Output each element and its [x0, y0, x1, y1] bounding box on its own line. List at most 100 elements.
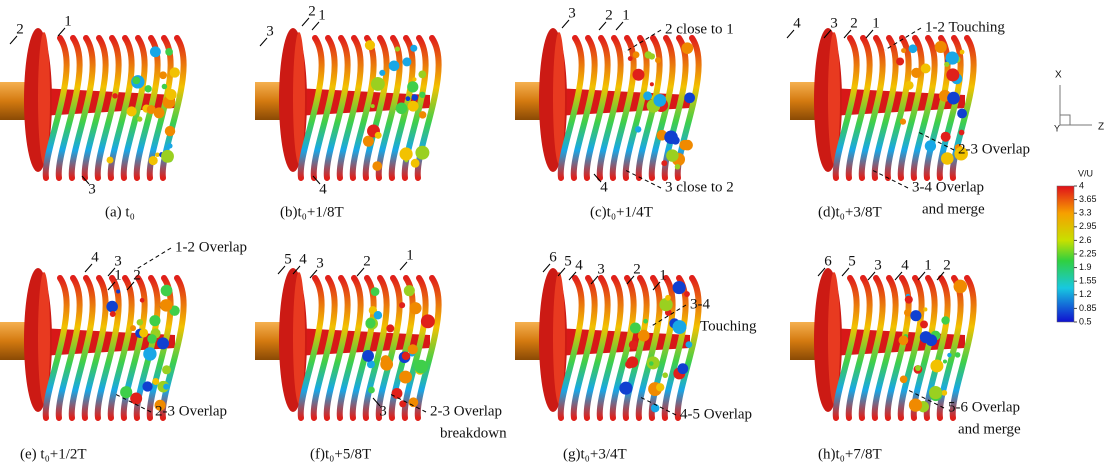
vortex-blob	[106, 301, 118, 313]
vortex-label: 4	[901, 257, 909, 273]
vortex-blob	[389, 60, 400, 71]
vortex-blob	[629, 340, 638, 349]
vortex-blob	[140, 298, 145, 303]
vortex-blob	[143, 347, 156, 360]
annotation: Touching	[700, 318, 757, 334]
vortex-label: 2	[16, 21, 24, 37]
vortex-label: 6	[549, 249, 557, 265]
colorbar-tick-label: 1.2	[1079, 289, 1092, 299]
vortex-blob	[655, 57, 661, 63]
vortex-blob	[682, 42, 694, 54]
vortex-blob	[149, 156, 158, 165]
annotation-arrow	[625, 170, 661, 188]
vortex-blob	[380, 358, 393, 371]
vortex-blob	[686, 341, 693, 348]
annotation: and merge	[958, 421, 1021, 437]
vortex-blob	[944, 62, 949, 67]
vortex-blob	[941, 390, 947, 396]
vortex-label: 1	[924, 257, 932, 273]
vortex-blob	[632, 69, 644, 81]
panel: (e) t₀+1/2T43121-2 Overlap2-3 Overlap	[0, 239, 247, 462]
vortex-blob	[955, 352, 961, 358]
vortex-blob	[411, 159, 420, 168]
annotation: 3-4	[690, 296, 710, 312]
vortex-blob	[662, 372, 668, 378]
annotation: 1-2 Overlap	[175, 239, 247, 255]
vortex-blob	[147, 105, 156, 114]
vortex-blob	[923, 307, 927, 311]
panel-caption: (a) t₀	[105, 204, 135, 220]
vortex-label: 1	[622, 7, 630, 23]
vortex-blob	[107, 157, 114, 164]
panel-caption: (d)t₀+3/8T	[818, 204, 882, 220]
vortex-blob	[673, 281, 686, 294]
vortex-blob	[139, 328, 148, 337]
vortex-blob	[650, 82, 654, 86]
vortex-blob	[672, 320, 686, 334]
vortex-blob	[412, 77, 416, 81]
vortex-label: 3	[316, 255, 324, 271]
vortex-blob	[638, 330, 650, 342]
vortex-blob	[649, 361, 654, 366]
vortex-blob	[396, 103, 408, 115]
vortex-blob	[149, 315, 160, 326]
vortex-blob	[162, 365, 171, 374]
vortex-blob	[116, 290, 120, 294]
vortex-blob	[947, 92, 960, 105]
vortex-blob	[392, 388, 403, 399]
vortex-blob	[900, 119, 906, 125]
vortex-blob	[415, 146, 429, 160]
vortex-label: 2	[850, 15, 858, 31]
vortex-label: 2	[363, 253, 371, 269]
vortex-blob	[421, 314, 435, 328]
panel-caption: (h)t₀+7/8T	[818, 446, 882, 462]
panel: (g)t₀+3/4T6543213-4Touching4-5 Overlap	[515, 249, 757, 462]
vortex-blob	[677, 363, 688, 374]
vortex-blob	[925, 140, 936, 151]
vortex-label: 3	[568, 5, 576, 21]
vortex-blob	[399, 302, 405, 308]
vortex-blob	[954, 280, 968, 294]
figure: (a) t₀213(b)t₀+1/8T3214(c)t₀+1/4T32142 c…	[0, 0, 1114, 473]
vortex-blob	[395, 47, 400, 52]
vortex-label: 3	[379, 403, 387, 419]
vortex-blob	[409, 302, 421, 314]
vortex-blob	[142, 381, 152, 391]
axis-label: Z	[1098, 122, 1104, 133]
vortex-label: 3	[597, 261, 605, 277]
vortex-blob	[659, 298, 672, 311]
vortex-blob	[909, 398, 922, 411]
vortex-blob	[404, 285, 415, 296]
vortex-blob	[165, 126, 175, 136]
vortex-blob	[120, 386, 132, 398]
vortex-blob	[130, 325, 136, 331]
vortex-blob	[915, 365, 921, 371]
vortex-label: 3	[874, 257, 882, 273]
colorbar-tick-label: 0.5	[1079, 316, 1092, 326]
colorbar-title: V/U	[1078, 168, 1093, 178]
vortex-blob	[625, 360, 633, 368]
vortex-blob	[365, 40, 375, 50]
colorbar-tick-label: 2.6	[1079, 235, 1092, 245]
vortex-blob	[630, 323, 641, 334]
vortex-blob	[163, 384, 169, 390]
vortex-blob	[144, 85, 151, 92]
vortex-blob	[679, 140, 689, 150]
vortex-label: 4	[793, 15, 801, 31]
vortex-blob	[901, 48, 906, 53]
vortex-blob	[666, 149, 678, 161]
vortex-blob	[911, 68, 921, 78]
vortex-blob	[941, 316, 949, 324]
colorbar: V/U43.653.32.952.62.251.91.551.20.850.5	[1057, 168, 1097, 326]
panel-caption: (b)t₀+1/8T	[280, 204, 344, 220]
vortex-label: 2	[605, 7, 613, 23]
vortex-blob	[664, 130, 678, 144]
vortex-blob	[157, 337, 169, 349]
vortex-label: 5	[848, 253, 856, 269]
vortex-blob	[411, 94, 417, 100]
vortex-blob	[137, 116, 142, 121]
vortex-blob	[400, 147, 413, 160]
vortex-blob	[372, 161, 382, 171]
vortex-blob	[166, 89, 177, 100]
